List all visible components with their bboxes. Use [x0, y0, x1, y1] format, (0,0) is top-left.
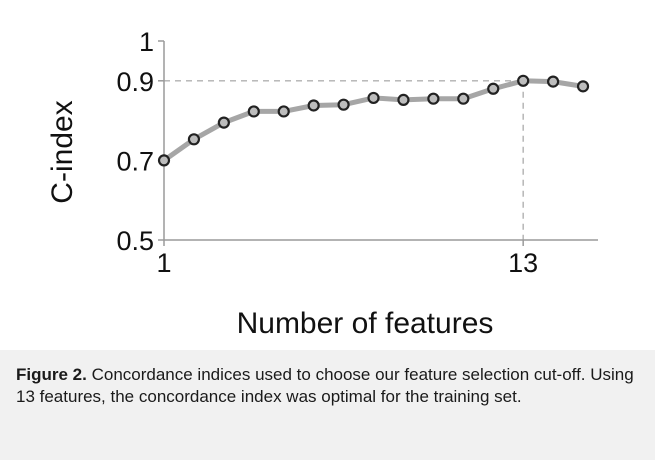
figure-caption: Figure 2. Concordance indices used to ch… [16, 364, 636, 408]
x-tick-label: 1 [156, 248, 171, 278]
data-point [397, 93, 410, 107]
figure-label: Figure 2. [16, 365, 87, 384]
caption-area: Figure 2. Concordance indices used to ch… [0, 350, 655, 460]
y-axis-title: C-index [46, 100, 79, 203]
x-tick-label: 13 [508, 248, 538, 278]
reference-lines [164, 80, 524, 240]
data-point [247, 105, 260, 118]
data-point [307, 99, 320, 112]
data-point [217, 116, 230, 129]
data-point [367, 91, 380, 105]
y-tick-label: 0.5 [116, 226, 154, 256]
caption-text: Concordance indices used to choose our f… [16, 365, 634, 406]
data-point [457, 92, 470, 105]
y-ticks: 0.5 0.7 0.9 1 [116, 27, 164, 256]
chart: 0.5 0.7 0.9 1 1 13 C-index Number of feature… [46, 27, 598, 340]
y-tick-label: 0.9 [116, 67, 154, 97]
y-tick-label: 0.7 [116, 146, 154, 176]
y-tick-label: 1 [139, 27, 154, 57]
data-point [157, 154, 171, 167]
data-point [517, 74, 530, 87]
x-ticks: 1 13 [156, 240, 538, 278]
data-point [547, 75, 560, 88]
data-point [576, 80, 590, 93]
data-points [157, 74, 590, 167]
x-axis-title: Number of features [237, 307, 494, 340]
data-point [277, 105, 290, 118]
data-point [487, 82, 500, 95]
data-point [187, 133, 201, 146]
data-point [427, 92, 440, 105]
data-point [337, 98, 350, 111]
